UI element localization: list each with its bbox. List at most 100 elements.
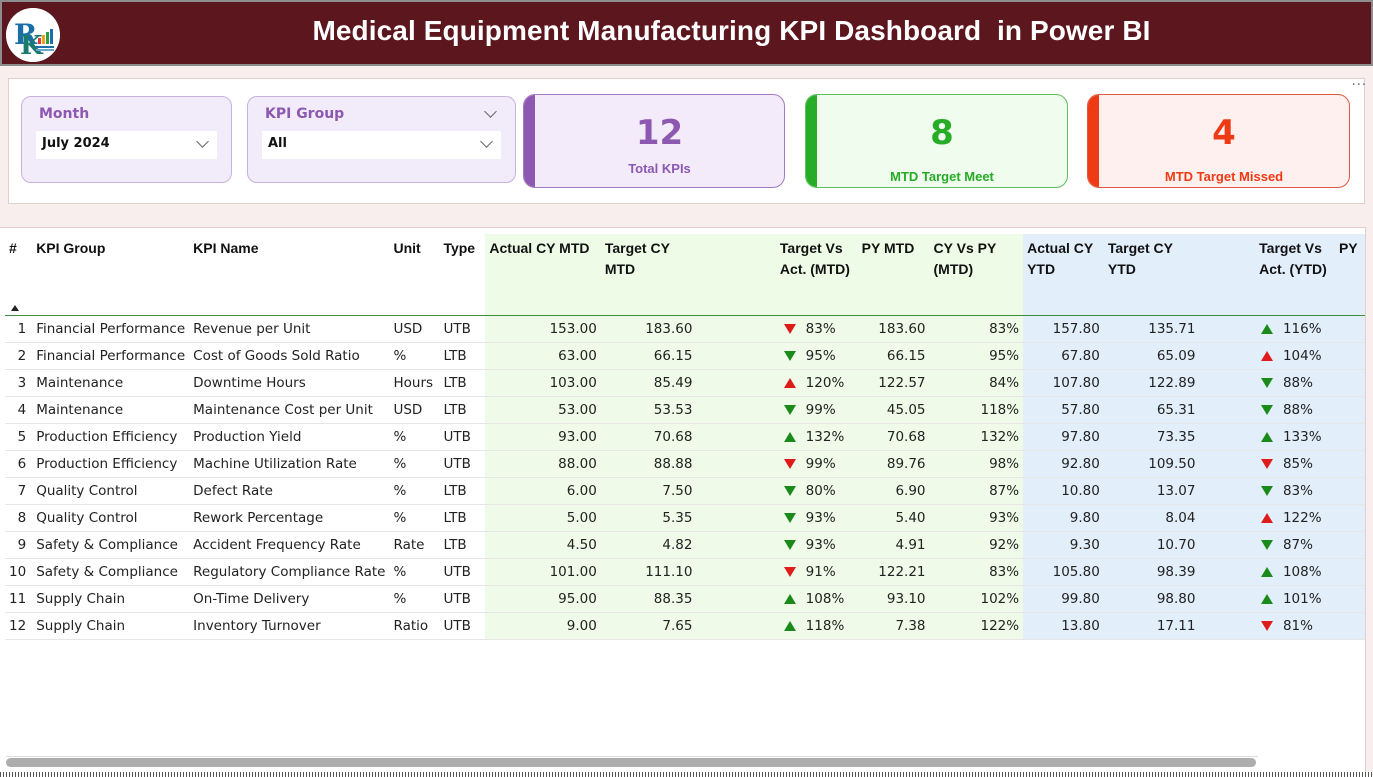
target-cy-mtd-cell: 66.15 xyxy=(600,342,697,370)
cy-vs-py-mtd-cell: 118% xyxy=(929,396,1024,424)
col-header-target-cy-ytd[interactable]: Target CY YTD xyxy=(1103,234,1200,315)
table-row[interactable]: 6 Production Efficiency Machine Utilizatio… xyxy=(5,450,1365,478)
row-index: 7 xyxy=(5,477,33,505)
table-row[interactable]: 2 Financial Performance Cost of Goods Sold… xyxy=(5,342,1365,370)
type-cell: UTB xyxy=(439,558,486,586)
card-accent-bar xyxy=(524,95,535,187)
table-row[interactable]: 9 Safety & Compliance Accident Frequency R… xyxy=(5,531,1365,559)
col-header-kpi-name[interactable]: KPI Name xyxy=(193,240,259,256)
py-mtd-cell: 6.90 xyxy=(857,477,930,505)
table-row[interactable]: 3 Maintenance Downtime Hours Hours LTB 103.00… xyxy=(5,369,1365,397)
col-header-py-mtd[interactable]: PY MTD xyxy=(857,234,930,315)
target-cy-ytd-cell: 135.71 xyxy=(1103,315,1200,343)
kpi-name-cell: Machine Utilization Rate xyxy=(189,450,390,478)
col-header-target-vs-act-mtd[interactable]: Target Vs Act. (MTD) xyxy=(775,234,858,315)
canvas-edge xyxy=(1366,227,1373,777)
py-ytd-cell xyxy=(1334,504,1365,532)
target-cy-mtd-cell: 111.10 xyxy=(600,558,697,586)
cy-vs-py-mtd-cell: 98% xyxy=(929,450,1024,478)
triangle-down-icon xyxy=(1260,377,1273,388)
kpi-name-cell: Rework Percentage xyxy=(189,504,390,532)
month-dropdown[interactable]: July 2024 xyxy=(36,131,217,159)
actual-cy-mtd-cell: 95.00 xyxy=(485,585,601,613)
actual-cy-ytd-cell: 13.80 xyxy=(1023,612,1104,640)
col-header-unit[interactable]: Unit xyxy=(393,240,421,256)
percent-value: 108% xyxy=(805,590,845,607)
table-row[interactable]: 4 Maintenance Maintenance Cost per Unit USD… xyxy=(5,396,1365,424)
table-row[interactable]: 8 Quality Control Rework Percentage% LTB 5.0… xyxy=(5,504,1365,532)
col-header-ytd-indicator[interactable] xyxy=(1199,234,1256,315)
kpi-group-cell: Maintenance xyxy=(32,396,190,424)
target-cy-mtd-cell: 70.68 xyxy=(600,423,697,451)
target-cy-ytd-cell: 13.07 xyxy=(1103,477,1200,505)
target-vs-act-ytd-cell: 108% xyxy=(1199,558,1335,586)
cy-vs-py-mtd-cell: 132% xyxy=(929,423,1024,451)
py-ytd-cell xyxy=(1334,477,1365,505)
svg-text:R: R xyxy=(14,18,38,51)
company-logo-icon: R K xyxy=(6,8,60,62)
kpi-group-cell: Supply Chain xyxy=(32,585,190,613)
more-options-icon[interactable]: ... xyxy=(1351,74,1367,89)
py-ytd-cell xyxy=(1334,396,1365,424)
kpi-group-dropdown[interactable]: All xyxy=(262,131,501,159)
cy-vs-py-mtd-cell: 84% xyxy=(929,369,1024,397)
percent-value: 83% xyxy=(805,320,836,337)
kpi-group-cell: Maintenance xyxy=(32,369,190,397)
table-row[interactable]: 5 Production Efficiency Production Yield% U… xyxy=(5,423,1365,451)
row-index: 8 xyxy=(5,504,33,532)
row-index: 11 xyxy=(5,585,33,613)
table-row[interactable]: 1 Financial Performance Revenue per Unit US… xyxy=(5,315,1365,343)
cy-vs-py-mtd-cell: 122% xyxy=(929,612,1024,640)
percent-value: 93% xyxy=(805,509,836,526)
unit-cell: % xyxy=(389,423,440,451)
slicer-collapse-chevron-icon[interactable] xyxy=(484,105,497,118)
col-header-index[interactable]: # xyxy=(5,234,32,315)
dashboard-title: Medical Equipment Manufacturing KPI Dash… xyxy=(312,15,1151,46)
triangle-up-icon xyxy=(1260,350,1273,361)
triangle-up-icon xyxy=(783,620,796,631)
col-header-py[interactable]: PY xyxy=(1334,234,1365,315)
table-row[interactable]: 12 Supply Chain Inventory Turnover Ratio UTB… xyxy=(5,612,1365,640)
target-vs-act-mtd-cell: 118% xyxy=(696,612,858,640)
col-header-mtd-indicator[interactable] xyxy=(696,234,776,315)
col-header-target-cy-mtd[interactable]: Target CY MTD xyxy=(600,234,697,315)
cy-vs-py-mtd-cell: 95% xyxy=(929,342,1024,370)
percent-value: 99% xyxy=(805,401,836,418)
row-index: 4 xyxy=(5,396,33,424)
target-vs-act-mtd-cell: 132% xyxy=(696,423,858,451)
col-header-kpi-group[interactable]: KPI Group xyxy=(36,240,106,256)
card-accent-bar xyxy=(1088,95,1099,187)
py-mtd-cell: 122.21 xyxy=(857,558,930,586)
mtd-target-missed-card: 4 MTD Target Missed xyxy=(1087,94,1350,188)
percent-value: 122% xyxy=(1282,509,1322,526)
actual-cy-mtd-cell: 4.50 xyxy=(485,531,601,559)
percent-value: 87% xyxy=(1282,536,1313,553)
col-header-type[interactable]: Type xyxy=(443,240,476,256)
table-row[interactable]: 7 Quality Control Defect Rate% LTB 6.00 7.50 8… xyxy=(5,477,1365,505)
triangle-up-icon xyxy=(783,431,796,442)
type-cell: LTB xyxy=(439,369,486,397)
unit-cell: % xyxy=(389,450,440,478)
percent-value: 81% xyxy=(1282,617,1313,634)
kpi-name-cell: Maintenance Cost per Unit xyxy=(189,396,390,424)
sort-ascending-icon[interactable] xyxy=(11,304,19,311)
actual-cy-ytd-cell: 97.80 xyxy=(1023,423,1104,451)
type-cell: LTB xyxy=(439,531,486,559)
col-header-cy-vs-py-mtd[interactable]: CY Vs PY (MTD) xyxy=(929,234,1024,315)
chevron-down-icon xyxy=(480,135,493,148)
target-vs-act-mtd-cell: 99% xyxy=(696,450,858,478)
actual-cy-ytd-cell: 10.80 xyxy=(1023,477,1104,505)
type-cell: LTB xyxy=(439,342,486,370)
percent-value: 88% xyxy=(1282,401,1313,418)
percent-value: 85% xyxy=(1282,455,1313,472)
col-header-target-vs-act-ytd[interactable]: Target Vs Act. (YTD) xyxy=(1255,234,1335,315)
col-header-actual-cy-ytd[interactable]: Actual CY YTD xyxy=(1023,234,1104,315)
col-header-actual-cy-mtd[interactable]: Actual CY MTD xyxy=(485,234,601,315)
actual-cy-mtd-cell: 63.00 xyxy=(485,342,601,370)
table-row[interactable]: 11 Supply Chain On-Time Delivery% UTB 95.00 8… xyxy=(5,585,1365,613)
horizontal-scrollbar[interactable] xyxy=(6,758,1256,767)
target-vs-act-mtd-cell: 108% xyxy=(696,585,858,613)
unit-cell: Hours xyxy=(389,369,440,397)
cy-vs-py-mtd-cell: 93% xyxy=(929,504,1024,532)
table-row[interactable]: 10 Safety & Compliance Regulatory Complian… xyxy=(5,558,1365,586)
